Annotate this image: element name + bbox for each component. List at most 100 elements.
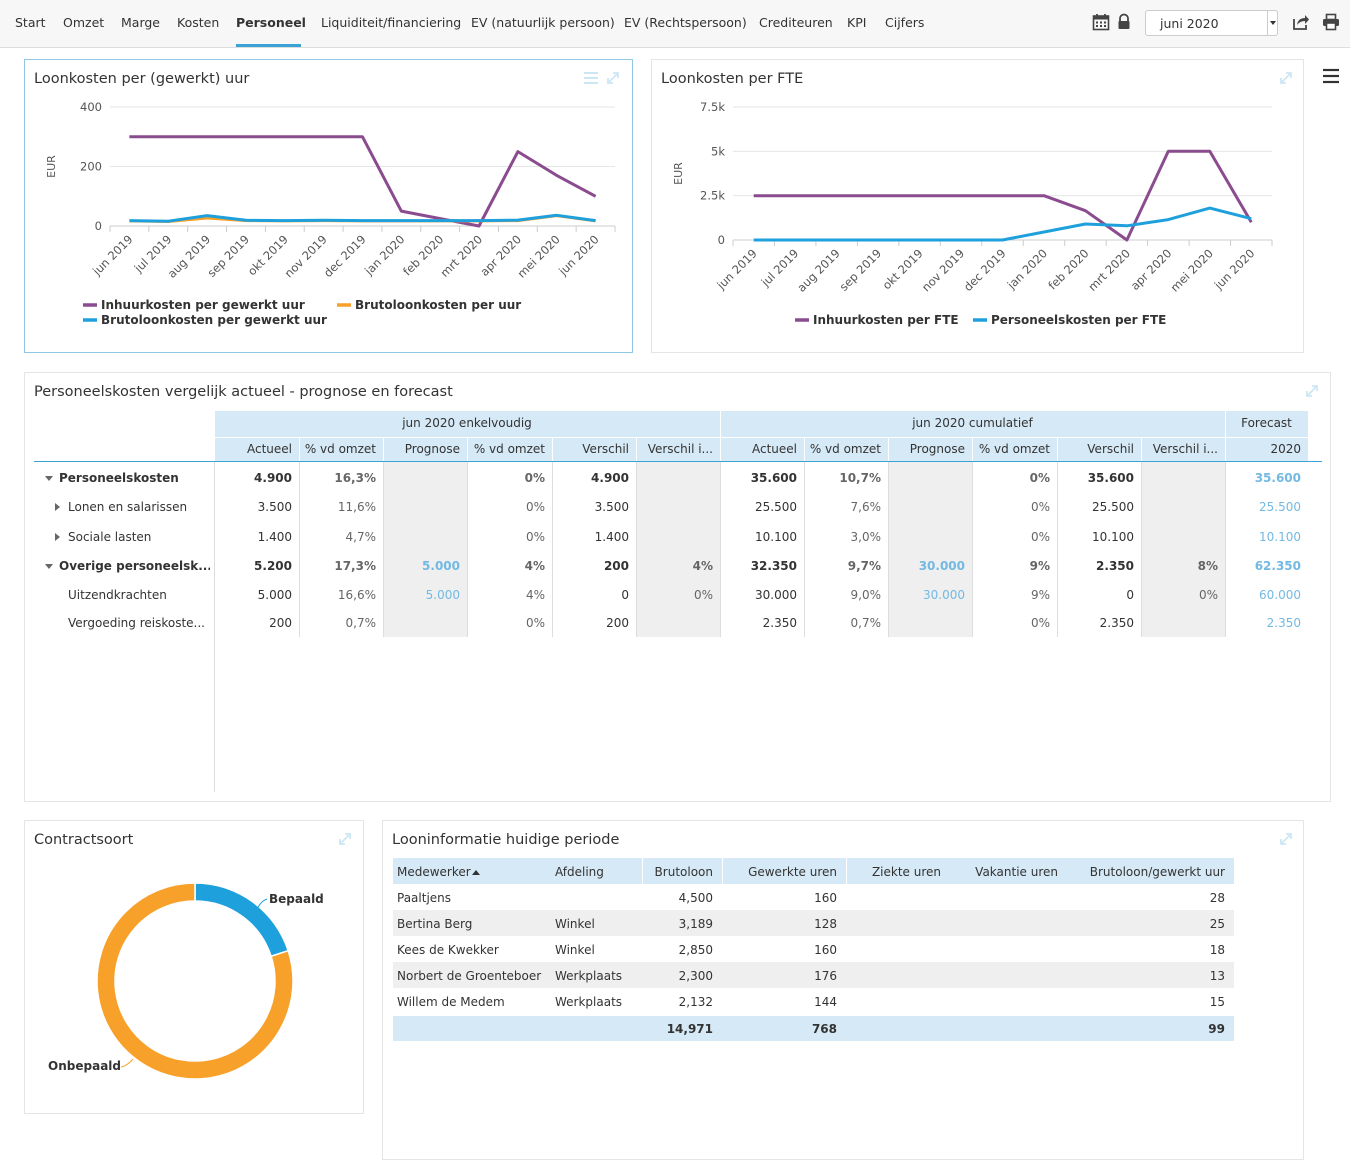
column-header[interactable]: Verschil [1087, 442, 1134, 456]
column-header[interactable]: % vd omzet [978, 442, 1050, 456]
legend-label[interactable]: Personeelskosten per FTE [991, 313, 1166, 327]
table-cell: 5.200 [254, 559, 292, 573]
legend-label[interactable]: Inhuurkosten per gewerkt uur [101, 298, 305, 312]
panel-title: Loonkosten per (gewerkt) uur [34, 71, 250, 87]
column-header[interactable]: Gewerkte uren [748, 865, 837, 879]
expand-icon[interactable] [1304, 383, 1320, 399]
y-axis-label: EUR [45, 155, 58, 178]
expand-caret-icon[interactable] [55, 503, 60, 511]
column-header[interactable]: Brutoloon/gewerkt uur [1089, 865, 1225, 879]
menu-icon[interactable] [583, 70, 599, 86]
row-label[interactable]: Lonen en salarissen [68, 500, 188, 514]
table-cell: 10.100 [755, 530, 797, 544]
tab-crediteuren[interactable]: Crediteuren [759, 15, 833, 30]
chevron-down-icon[interactable] [1267, 11, 1277, 35]
table-row[interactable] [393, 910, 1234, 936]
table-cell: 7,6% [850, 500, 882, 514]
expand-icon[interactable] [1278, 70, 1294, 86]
table-cell: 0% [1030, 500, 1050, 514]
column-header[interactable]: % vd omzet [809, 442, 881, 456]
table-row[interactable] [393, 988, 1234, 1014]
collapse-caret-icon[interactable] [45, 564, 53, 569]
legend-label[interactable]: Brutoloonkosten per gewerkt uur [101, 313, 327, 327]
period-select[interactable]: juni 2020 [1145, 10, 1278, 36]
table-cell: 35.600 [1087, 471, 1134, 485]
table-cell: Paaltjens [397, 891, 452, 905]
column-header[interactable]: Vakantie uren [975, 865, 1058, 879]
column-header[interactable]: Actueel [246, 442, 292, 456]
expand-caret-icon[interactable] [55, 533, 60, 541]
table-cell: 0% [525, 616, 545, 630]
column-header[interactable]: Verschil i... [647, 442, 713, 456]
calendar-icon[interactable] [1092, 13, 1110, 31]
column-header[interactable]: Afdeling [555, 865, 604, 879]
table-cell: 4% [525, 588, 545, 602]
x-tick-label: nov 2019 [919, 246, 967, 294]
table-cell: 10,7% [839, 471, 881, 485]
column-header[interactable]: % vd omzet [473, 442, 545, 456]
column-header[interactable]: Verschil [582, 442, 629, 456]
column-header[interactable]: 2020 [1270, 442, 1301, 456]
print-icon[interactable] [1322, 13, 1340, 31]
tab-kosten[interactable]: Kosten [177, 15, 220, 30]
expand-icon[interactable] [337, 831, 353, 847]
column-header[interactable]: Verschil i... [1152, 442, 1218, 456]
row-label[interactable]: Personeelskosten [59, 471, 179, 485]
collapse-caret-icon[interactable] [45, 476, 53, 481]
table-row[interactable] [393, 936, 1234, 962]
column-separator [1141, 462, 1142, 637]
table-row[interactable] [393, 884, 1234, 910]
totals-cell: 768 [811, 1022, 837, 1036]
x-tick-label: sep 2019 [204, 232, 252, 280]
table-cell: 60.000 [1259, 588, 1301, 602]
table-cell: 35.600 [1254, 471, 1301, 485]
panel-title: Looninformatie huidige periode [392, 832, 620, 848]
tab-liquiditeit-financiering[interactable]: Liquiditeit/financiering [321, 15, 462, 30]
row-label[interactable]: Overige personeelsk... [59, 559, 210, 573]
legend-label[interactable]: Inhuurkosten per FTE [813, 313, 959, 327]
table-cell: 9% [1029, 559, 1050, 573]
tab-personeel[interactable]: Personeel [236, 15, 306, 30]
active-tab-indicator [236, 44, 301, 47]
column-header[interactable]: Ziekte uren [871, 865, 941, 879]
y-tick-label: 2.5k [700, 189, 725, 203]
tab-omzet[interactable]: Omzet [63, 15, 105, 30]
column-separator [642, 858, 643, 884]
row-label[interactable]: Vergoeding reiskoste... [68, 616, 205, 630]
legend-label[interactable]: Brutoloonkosten per uur [355, 298, 521, 312]
expand-icon[interactable] [1278, 831, 1294, 847]
x-tick-label: jun 2019 [713, 246, 759, 292]
tab-ev-rechtspersoon[interactable]: EV (Rechtspersoon) [624, 15, 747, 30]
table-row[interactable] [393, 962, 1234, 988]
tab-kpi[interactable]: KPI [847, 15, 867, 30]
table-cell: 200 [269, 616, 292, 630]
column-header[interactable]: % vd omzet [304, 442, 376, 456]
empty-column-shade [888, 462, 972, 637]
tab-marge[interactable]: Marge [121, 15, 160, 30]
column-separator [636, 462, 637, 637]
column-header[interactable]: Prognose [404, 442, 460, 456]
row-label[interactable]: Sociale lasten [68, 530, 152, 544]
column-header[interactable]: Actueel [751, 442, 797, 456]
pie-slice[interactable] [96, 882, 294, 1080]
share-icon[interactable] [1292, 13, 1310, 31]
tab-ev-natuurlijk-persoon[interactable]: EV (natuurlijk persoon) [471, 15, 615, 30]
y-tick-label: 400 [80, 100, 102, 114]
lock-icon[interactable] [1115, 13, 1133, 31]
table-cell: Bertina Berg [397, 917, 473, 931]
column-header[interactable]: Medewerker [397, 865, 471, 879]
row-label[interactable]: Uitzendkrachten [68, 588, 167, 602]
expand-icon[interactable] [605, 70, 621, 86]
empty-column-shade [1141, 462, 1225, 637]
y-axis-label: EUR [672, 162, 685, 185]
y-tick-label: 0 [718, 233, 725, 247]
column-header[interactable]: Brutoloon [654, 865, 713, 879]
chart-contractsoort: Bepaald Onbepaald [48, 882, 324, 1080]
tab-cijfers[interactable]: Cijfers [885, 15, 925, 30]
table-cell: 9,0% [850, 588, 882, 602]
column-header[interactable]: Prognose [909, 442, 965, 456]
tab-start[interactable]: Start [15, 15, 46, 30]
hamburger-menu-icon[interactable] [1322, 68, 1340, 84]
sort-asc-icon[interactable] [472, 870, 480, 875]
table-cell: 4,7% [345, 530, 377, 544]
